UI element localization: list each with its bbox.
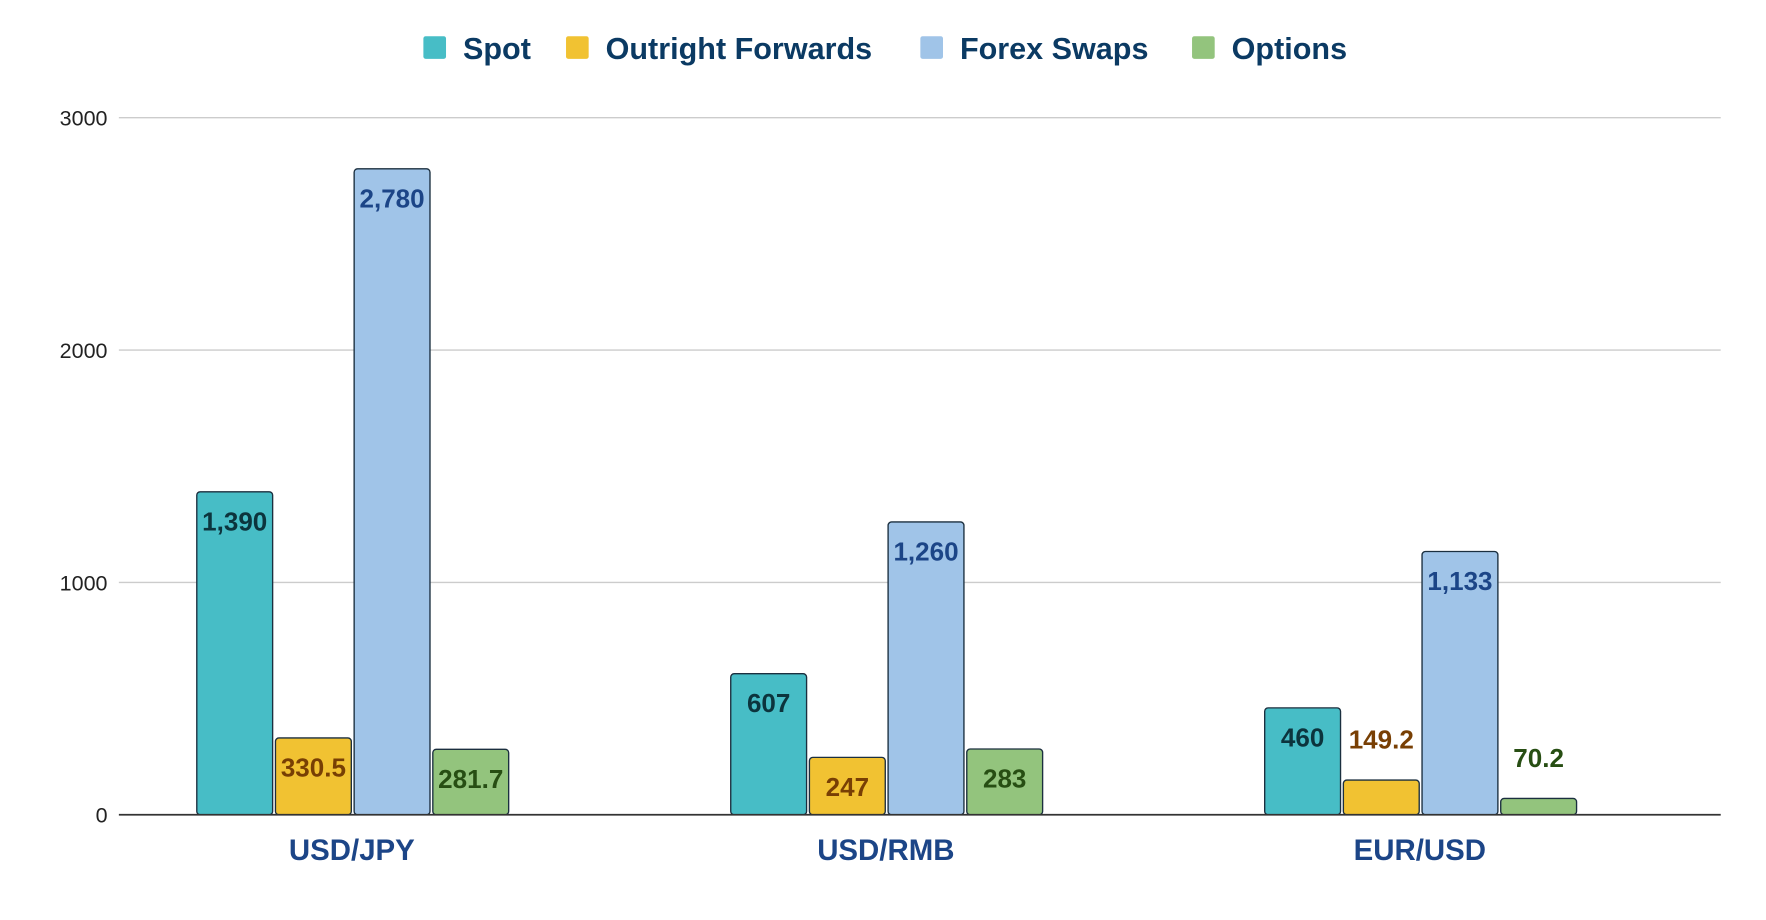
bar-options xyxy=(1500,797,1578,816)
legend-swatch xyxy=(1192,36,1215,59)
legend-label: Outright Forwards xyxy=(606,32,872,66)
data-label: 247 xyxy=(826,772,869,802)
data-label: 1,133 xyxy=(1427,566,1492,596)
x-tick-label: USD/JPY xyxy=(289,834,415,867)
legend-label: Spot xyxy=(463,32,531,66)
y-tick-label: 1000 xyxy=(60,571,108,595)
data-label: 1,390 xyxy=(202,506,267,536)
bar-forex-swaps xyxy=(353,168,431,816)
y-tick-label: 3000 xyxy=(60,107,108,131)
legend: Spot Outright Forwards Forex Swaps Options xyxy=(423,32,1347,66)
legend-label: Options xyxy=(1232,32,1347,66)
y-axis-ticks: 0 1000 2000 3000 xyxy=(60,107,108,828)
x-tick-label: EUR/USD xyxy=(1354,834,1486,867)
legend-item: Spot xyxy=(423,32,531,66)
bar-outright-forwards xyxy=(1342,779,1420,816)
y-tick-label: 0 xyxy=(96,804,108,828)
bar-spot xyxy=(196,491,274,816)
data-label: 330.5 xyxy=(281,752,346,782)
data-label: 149.2 xyxy=(1349,724,1414,754)
data-label: 460 xyxy=(1281,722,1324,752)
data-label: 70.2 xyxy=(1513,743,1564,773)
legend-item: Outright Forwards xyxy=(566,32,872,66)
data-label: 283 xyxy=(983,763,1026,793)
legend-item: Options xyxy=(1192,32,1347,66)
data-label: 281.7 xyxy=(438,764,503,794)
legend-swatch xyxy=(920,36,943,59)
y-tick-label: 2000 xyxy=(60,339,108,363)
data-label: 607 xyxy=(747,688,790,718)
data-label: 1,260 xyxy=(893,536,958,566)
data-label: 2,780 xyxy=(360,183,425,213)
legend-swatch xyxy=(566,36,589,59)
legend-item: Forex Swaps xyxy=(920,32,1148,66)
legend-swatch xyxy=(423,36,447,59)
x-tick-label: USD/RMB xyxy=(817,834,954,867)
bars: 1,390 330.5 2,780 281.7 607 247 1,260 283 460 149… xyxy=(196,168,1578,816)
x-axis-ticks: USD/JPY USD/RMB EUR/USD xyxy=(289,834,1486,867)
legend-label: Forex Swaps xyxy=(960,32,1148,66)
